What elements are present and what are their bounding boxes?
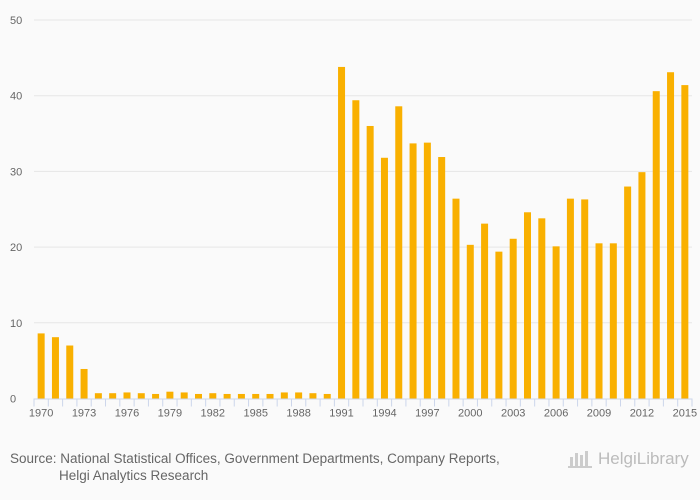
x-tick-label: 1994	[372, 408, 396, 420]
bar-2013	[652, 91, 660, 399]
bar-2012	[638, 172, 646, 399]
x-tick-label: 2015	[673, 408, 697, 420]
x-tick-label: 1991	[329, 408, 353, 420]
bar-1991	[338, 66, 346, 399]
y-tick-label: 30	[10, 166, 22, 178]
x-tick-label: 1985	[243, 408, 267, 420]
bar-2011	[624, 186, 632, 399]
bar-1987	[280, 392, 288, 399]
bar-1976	[123, 392, 131, 399]
bar-1995	[395, 106, 403, 399]
bar-1990	[323, 393, 331, 399]
bar-1985	[252, 393, 260, 399]
x-tick-label: 1976	[115, 408, 139, 420]
bar-1972	[66, 345, 74, 399]
bar-2003	[509, 238, 517, 399]
x-tick-label: 1973	[72, 408, 96, 420]
bar-1989	[309, 393, 317, 399]
bar-1983	[223, 393, 231, 399]
bar-2000	[466, 244, 474, 399]
y-tick-label: 0	[10, 394, 16, 406]
bar-1970	[37, 333, 45, 399]
bar-1978	[152, 393, 160, 399]
bar-1982	[209, 393, 217, 399]
bar-2008	[581, 199, 589, 399]
bar-1999	[452, 198, 460, 399]
bar-chart: 0 10 20 30 40 50 1970 1973 1976 1979 1982 1985 1988 1…	[10, 15, 697, 420]
bar-2015	[681, 85, 689, 399]
y-tick-label: 40	[10, 91, 22, 103]
bar-1971	[51, 337, 59, 399]
logo-text: HelgiLibrary	[598, 449, 689, 468]
x-tick-label: 2000	[458, 408, 482, 420]
bar-1975	[109, 393, 117, 399]
bar-1984	[237, 393, 245, 399]
library-logo-icon	[568, 451, 592, 468]
helgi-library-logo[interactable]: HelgiLibrary	[568, 449, 689, 469]
x-tick-label: 1979	[158, 408, 182, 420]
bar-1992	[352, 100, 360, 399]
bar-1988	[295, 392, 303, 399]
bar-2010	[609, 243, 617, 399]
bar-2002	[495, 251, 503, 399]
bar-1997	[423, 142, 431, 399]
x-tick-label: 2009	[587, 408, 611, 420]
bar-1981	[195, 393, 202, 399]
bar-2001	[481, 223, 489, 399]
bar-1996	[409, 143, 417, 399]
bar-2009	[595, 243, 603, 399]
bar-2014	[667, 72, 675, 399]
bar-2005	[538, 218, 546, 399]
bar-1973	[80, 368, 88, 399]
bar-1986	[266, 393, 274, 399]
bar-1998	[438, 157, 446, 399]
y-tick-label: 10	[10, 318, 22, 330]
x-tick-label: 2012	[630, 408, 654, 420]
bar-1994	[380, 157, 388, 399]
x-tick-label: 1970	[29, 408, 53, 420]
bar-1993	[366, 125, 374, 399]
x-tick-label: 1988	[286, 408, 310, 420]
source-note: Source: National Statistical Offices, Go…	[10, 450, 500, 484]
bar-2007	[566, 198, 574, 399]
bar-1977	[137, 393, 145, 399]
bar-2004	[524, 212, 531, 399]
source-line-1: Source: National Statistical Offices, Go…	[10, 451, 500, 466]
bar-1979	[166, 391, 174, 399]
x-tick-label: 1997	[415, 408, 439, 420]
x-tick-label: 2003	[501, 408, 525, 420]
bar-2006	[552, 246, 560, 399]
x-tick-label: 2006	[544, 408, 568, 420]
source-line-2: Helgi Analytics Research	[59, 468, 209, 483]
y-tick-label: 50	[10, 15, 22, 27]
x-tick-label: 1982	[201, 408, 225, 420]
bar-1974	[94, 393, 102, 399]
bar-1980	[180, 392, 188, 399]
y-tick-label: 20	[10, 242, 22, 254]
